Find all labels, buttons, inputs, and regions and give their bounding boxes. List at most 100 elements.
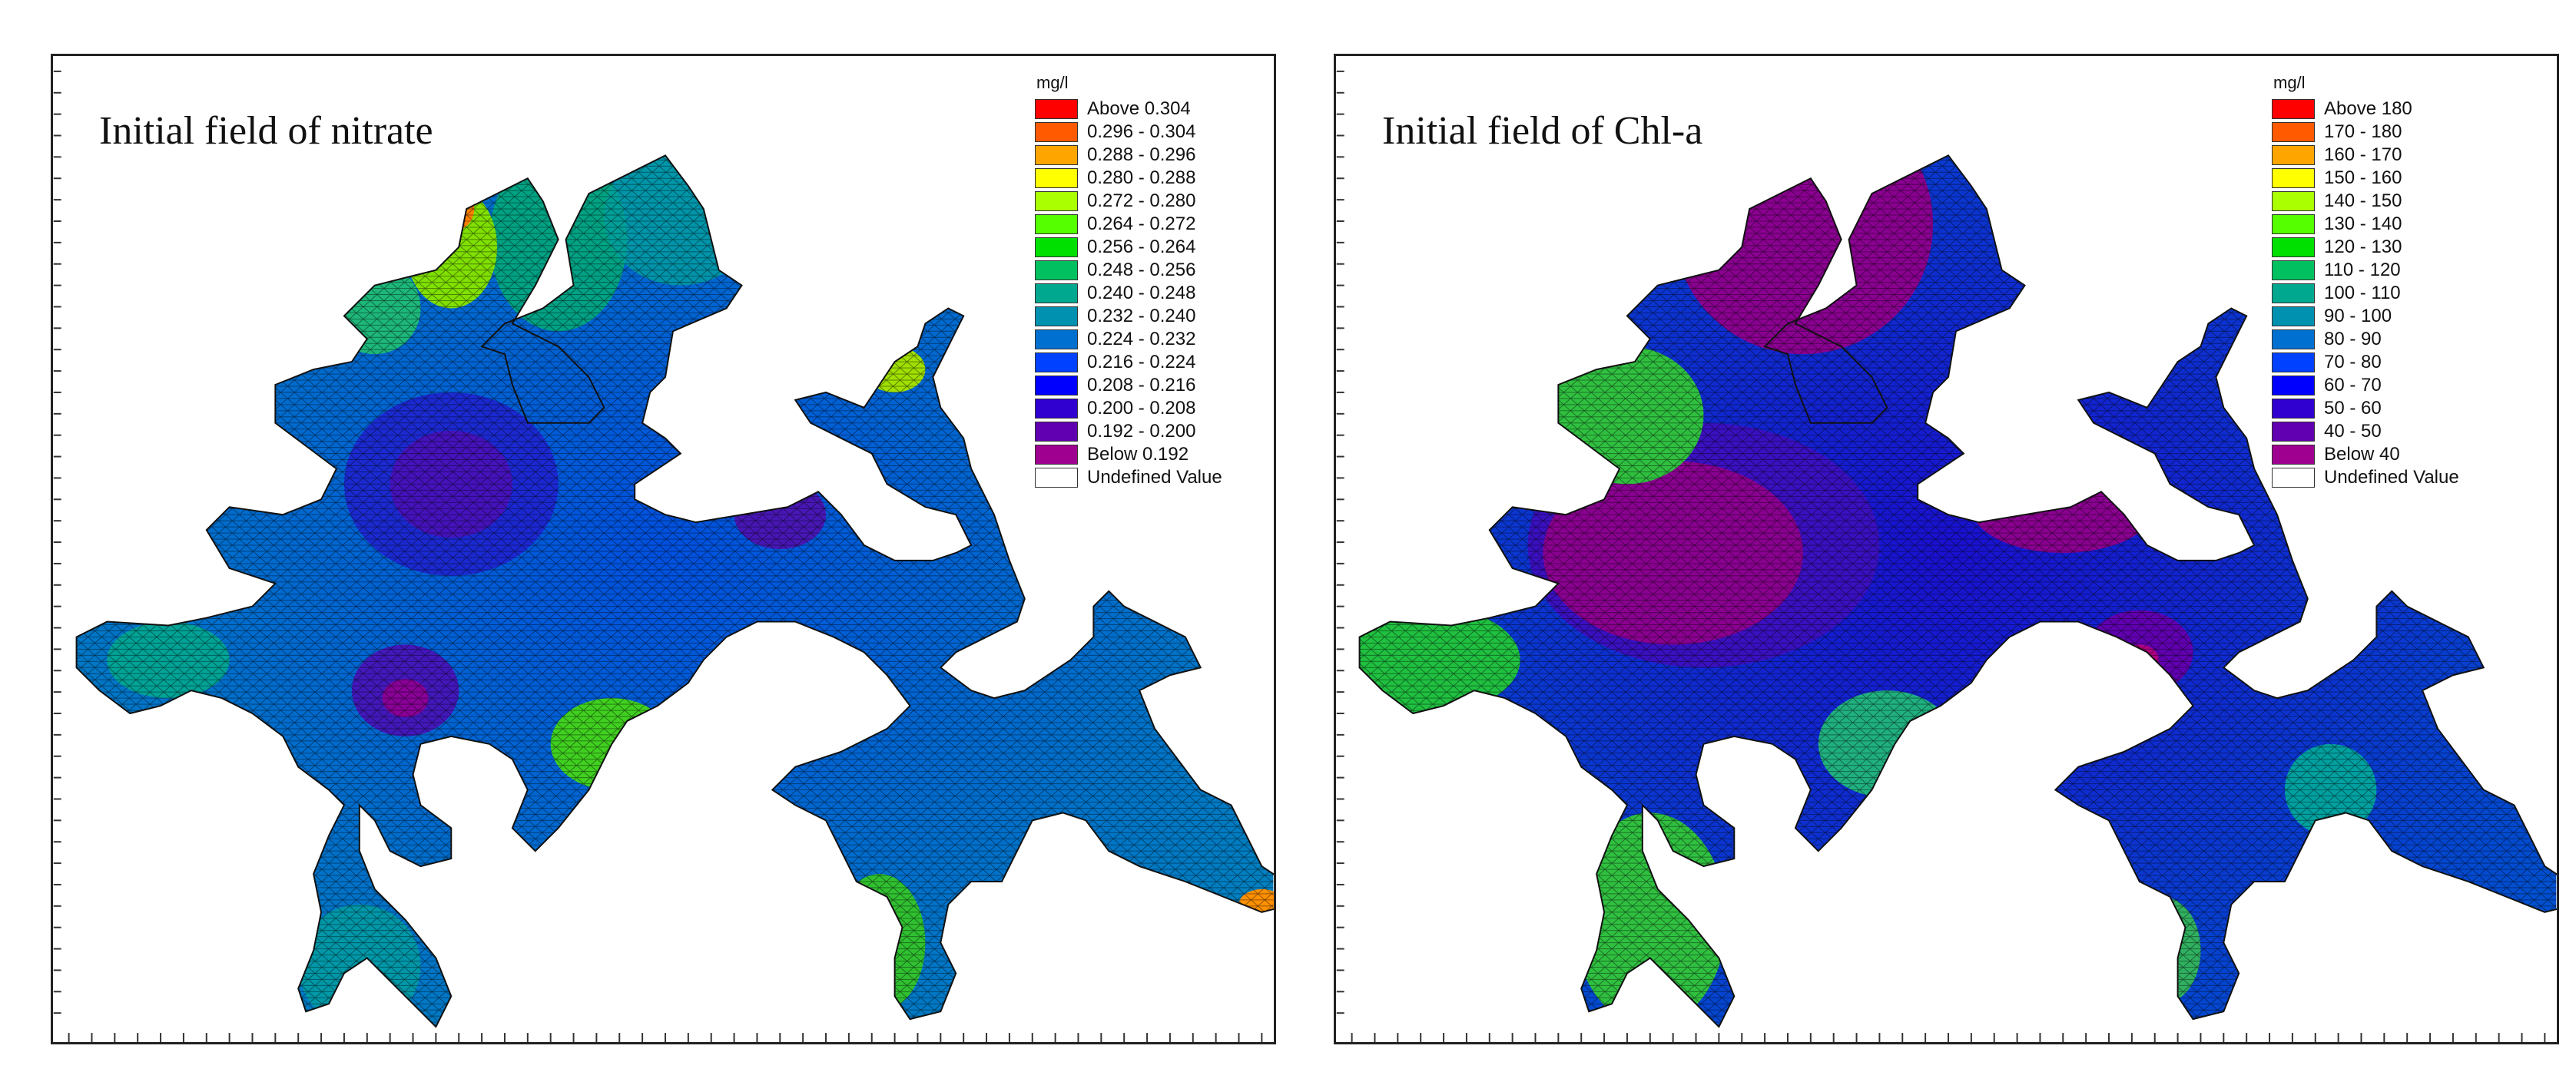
legend: mg/l Above 180 170 - 180 160 - 170 150 - 16… — [2272, 73, 2459, 489]
legend-item: 0.224 - 0.232 — [1035, 328, 1222, 351]
map-panel-nitrate: Initial field of nitrate mg/l Above 0.30… — [51, 54, 1276, 1044]
legend-swatch — [1035, 306, 1078, 326]
legend-label: 0.240 - 0.248 — [1087, 283, 1196, 303]
legend-label: 0.288 - 0.296 — [1087, 144, 1196, 165]
legend-label: 130 - 140 — [2324, 213, 2402, 234]
legend-label: 0.216 - 0.224 — [1087, 352, 1196, 372]
legend-swatch — [1035, 445, 1078, 465]
legend-label: 0.264 - 0.272 — [1087, 213, 1196, 234]
legend-swatch — [1035, 468, 1078, 488]
legend-item: 0.216 - 0.224 — [1035, 351, 1222, 374]
legend-item: Below 40 — [2272, 443, 2459, 466]
legend-swatch — [2272, 399, 2315, 419]
legend-swatch — [1035, 145, 1078, 165]
legend-swatch — [2272, 329, 2315, 349]
legend-label: 0.192 - 0.200 — [1087, 421, 1196, 442]
legend-swatch — [2272, 352, 2315, 372]
legend-item: 0.248 - 0.256 — [1035, 259, 1222, 282]
legend-swatch — [2272, 306, 2315, 326]
legend-label: 0.272 - 0.280 — [1087, 190, 1196, 211]
legend: mg/l Above 0.304 0.296 - 0.304 0.288 - 0.2… — [1035, 73, 1222, 489]
legend-swatch — [2272, 445, 2315, 465]
legend-swatch — [1035, 260, 1078, 280]
legend-swatch — [2272, 145, 2315, 165]
legend-label: 0.256 - 0.264 — [1087, 237, 1196, 257]
legend-label: Below 40 — [2324, 444, 2400, 465]
legend-item: 80 - 90 — [2272, 328, 2459, 351]
legend-item: 120 - 130 — [2272, 236, 2459, 259]
legend-label: 100 - 110 — [2324, 283, 2401, 303]
legend-item: 130 - 140 — [2272, 213, 2459, 236]
legend-label: 110 - 120 — [2324, 260, 2401, 280]
legend-label: 0.224 - 0.232 — [1087, 329, 1196, 349]
legend-label: 0.232 - 0.240 — [1087, 306, 1196, 326]
map-panel-chl-a: Initial field of Chl-a mg/l Above 180 170… — [1334, 54, 2559, 1044]
legend-label: 70 - 80 — [2324, 352, 2382, 372]
legend-item: 40 - 50 — [2272, 420, 2459, 443]
legend-swatch — [2272, 468, 2315, 488]
legend-label: Above 0.304 — [1087, 98, 1191, 119]
legend-label: 0.280 - 0.288 — [1087, 167, 1196, 188]
legend-item: 0.240 - 0.248 — [1035, 282, 1222, 305]
legend-swatch — [2272, 122, 2315, 142]
legend-item: 150 - 160 — [2272, 167, 2459, 190]
legend-label: 0.200 - 0.208 — [1087, 398, 1196, 419]
legend-label: 0.208 - 0.216 — [1087, 375, 1196, 395]
legend-swatch — [1035, 422, 1078, 442]
legend-swatch — [2272, 99, 2315, 119]
legend-item: 90 - 100 — [2272, 305, 2459, 328]
legend-item: 100 - 110 — [2272, 282, 2459, 305]
legend-item: 0.232 - 0.240 — [1035, 305, 1222, 328]
legend-label: Undefined Value — [2324, 467, 2459, 488]
legend-item: 60 - 70 — [2272, 374, 2459, 397]
legend-swatch — [2272, 191, 2315, 211]
legend-item: Undefined Value — [1035, 466, 1222, 489]
legend-item: Below 0.192 — [1035, 443, 1222, 466]
legend-swatch — [2272, 237, 2315, 257]
legend-swatch — [1035, 329, 1078, 349]
legend-swatch — [1035, 214, 1078, 234]
legend-swatch — [2272, 283, 2315, 303]
legend-item: 110 - 120 — [2272, 259, 2459, 282]
legend-label: 90 - 100 — [2324, 306, 2392, 326]
legend-swatch — [1035, 191, 1078, 211]
legend-swatch — [2272, 168, 2315, 188]
legend-item: Above 0.304 — [1035, 98, 1222, 121]
legend-item: 0.200 - 0.208 — [1035, 397, 1222, 420]
legend-swatch — [1035, 399, 1078, 419]
legend-item: 170 - 180 — [2272, 121, 2459, 144]
legend-item: 0.208 - 0.216 — [1035, 374, 1222, 397]
legend-item: 0.288 - 0.296 — [1035, 144, 1222, 167]
legend-label: 120 - 130 — [2324, 237, 2402, 257]
panel-title: Initial field of Chl-a — [1382, 109, 1703, 153]
legend-item: 0.280 - 0.288 — [1035, 167, 1222, 190]
legend-swatch — [2272, 422, 2315, 442]
legend-label: 140 - 150 — [2324, 190, 2402, 211]
legend-item: Above 180 — [2272, 98, 2459, 121]
legend-label: 80 - 90 — [2324, 329, 2382, 349]
legend-label: 160 - 170 — [2324, 144, 2402, 165]
legend-swatch — [1035, 99, 1078, 119]
legend-unit: mg/l — [2273, 73, 2306, 92]
legend-item: Undefined Value — [2272, 466, 2459, 489]
legend-item: 0.296 - 0.304 — [1035, 121, 1222, 144]
legend-swatch — [2272, 376, 2315, 395]
legend-item: 0.192 - 0.200 — [1035, 420, 1222, 443]
legend-item: 0.264 - 0.272 — [1035, 213, 1222, 236]
legend-unit: mg/l — [1036, 73, 1069, 92]
legend-label: 170 - 180 — [2324, 121, 2402, 142]
legend-swatch — [2272, 214, 2315, 234]
legend-item: 50 - 60 — [2272, 397, 2459, 420]
legend-swatch — [1035, 352, 1078, 372]
legend-item: 160 - 170 — [2272, 144, 2459, 167]
legend-label: 0.296 - 0.304 — [1087, 121, 1196, 142]
legend-label: 0.248 - 0.256 — [1087, 260, 1196, 280]
legend-item: 140 - 150 — [2272, 190, 2459, 213]
legend-label: 50 - 60 — [2324, 398, 2382, 419]
legend-swatch — [1035, 376, 1078, 395]
legend-swatch — [1035, 283, 1078, 303]
legend-item: 0.272 - 0.280 — [1035, 190, 1222, 213]
legend-label: 150 - 160 — [2324, 167, 2402, 188]
legend-swatch — [1035, 168, 1078, 188]
panel-title: Initial field of nitrate — [99, 109, 433, 153]
